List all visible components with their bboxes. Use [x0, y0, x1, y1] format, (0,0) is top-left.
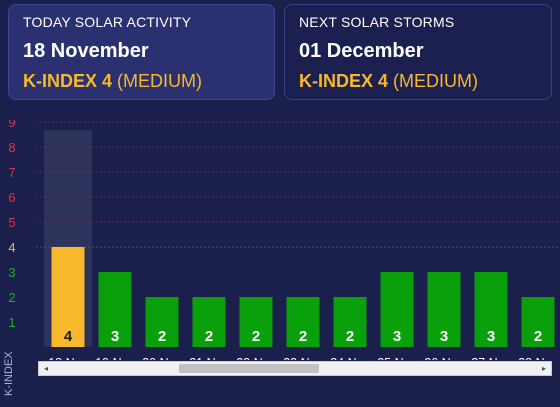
y-tick-label: 2: [8, 290, 15, 305]
bar: [145, 297, 179, 347]
y-tick-label: 5: [8, 215, 15, 230]
bar: [427, 272, 461, 347]
bar-value-label: 3: [393, 328, 401, 345]
today-date: 18 November: [23, 40, 149, 62]
bar-value-label: 2: [252, 328, 260, 345]
chart-horizontal-scrollbar[interactable]: ◂ ▸: [38, 361, 552, 376]
x-tick-label: 19 Nov: [95, 356, 135, 360]
today-k-index-level: (MEDIUM): [117, 71, 203, 91]
bar: [192, 297, 226, 347]
bar-value-label: 2: [534, 328, 542, 345]
bar-value-label: 3: [111, 328, 119, 345]
k-index-bar-chart: 1 2 3 4 5 6 7 8 9 4 3 2 2 2 2 2 3 3 3 2 18 Nov 19 Nov 20 Nov…: [8, 120, 560, 360]
x-tick-label: 21 Nov: [189, 356, 229, 360]
bar: [286, 297, 320, 347]
y-axis-title-wrapper: K-INDEX: [3, 351, 19, 402]
next-k-index-value: K-INDEX 4: [299, 71, 389, 91]
y-tick-label: 4: [8, 240, 15, 255]
x-tick-label: 24 Nov: [330, 356, 370, 360]
bar-value-label: 3: [487, 328, 495, 345]
scrollbar-thumb[interactable]: [179, 364, 319, 373]
y-axis-ticks: 1 2 3 4 5 6 7 8 9: [8, 120, 15, 330]
y-axis-title: K-INDEX: [3, 351, 15, 396]
x-tick-label: 22 Nov: [236, 356, 276, 360]
y-tick-label: 9: [8, 120, 15, 130]
bar-value-label: 2: [299, 328, 307, 345]
bar: [380, 272, 414, 347]
today-k-index-value: K-INDEX 4: [23, 71, 113, 91]
x-axis-ticks: 18 Nov 19 Nov 20 Nov 21 Nov 22 Nov 23 Nov 24 N…: [48, 356, 558, 360]
bar-value-label: 2: [346, 328, 354, 345]
x-tick-label: 25 Nov: [377, 356, 417, 360]
bar: [239, 297, 273, 347]
today-card-title: TODAY SOLAR ACTIVITY: [23, 14, 192, 30]
y-tick-label: 8: [8, 140, 15, 155]
y-tick-label: 3: [8, 265, 15, 280]
x-tick-label: 28 Nov: [518, 356, 558, 360]
y-tick-label: 7: [8, 165, 15, 180]
bar: [98, 272, 132, 347]
scroll-right-arrow-icon[interactable]: ▸: [541, 364, 546, 373]
scroll-left-arrow-icon[interactable]: ◂: [43, 364, 48, 373]
bar-value-label: 2: [158, 328, 166, 345]
today-k-index: K-INDEX 4 (MEDIUM): [23, 71, 260, 92]
bar-value-label: 4: [64, 328, 73, 345]
next-card-title: NEXT SOLAR STORMS: [299, 14, 455, 30]
next-k-index-level: (MEDIUM): [393, 71, 479, 91]
x-tick-label: 27 Nov: [471, 356, 511, 360]
bar: [474, 272, 508, 347]
chart-bars: 4 3 2 2 2 2 2 3 3 3 2: [51, 247, 555, 347]
x-tick-label: 23 Nov: [283, 356, 323, 360]
bar-value-label: 2: [205, 328, 213, 345]
x-tick-label: 20 Nov: [142, 356, 182, 360]
y-tick-label: 6: [8, 190, 15, 205]
x-tick-label: 26 Nov: [424, 356, 464, 360]
today-solar-activity-card: TODAY SOLAR ACTIVITY 18 November K-INDEX…: [8, 4, 275, 100]
next-solar-storms-card: NEXT SOLAR STORMS 01 December K-INDEX 4 …: [284, 4, 552, 100]
bar-value-label: 3: [440, 328, 448, 345]
y-tick-label: 1: [8, 315, 15, 330]
bar: [51, 247, 85, 347]
next-k-index: K-INDEX 4 (MEDIUM): [299, 71, 537, 92]
x-tick-label: 18 Nov: [48, 356, 88, 360]
next-storm-date: 01 December: [299, 40, 424, 62]
bar: [333, 297, 367, 347]
bar: [521, 297, 555, 347]
